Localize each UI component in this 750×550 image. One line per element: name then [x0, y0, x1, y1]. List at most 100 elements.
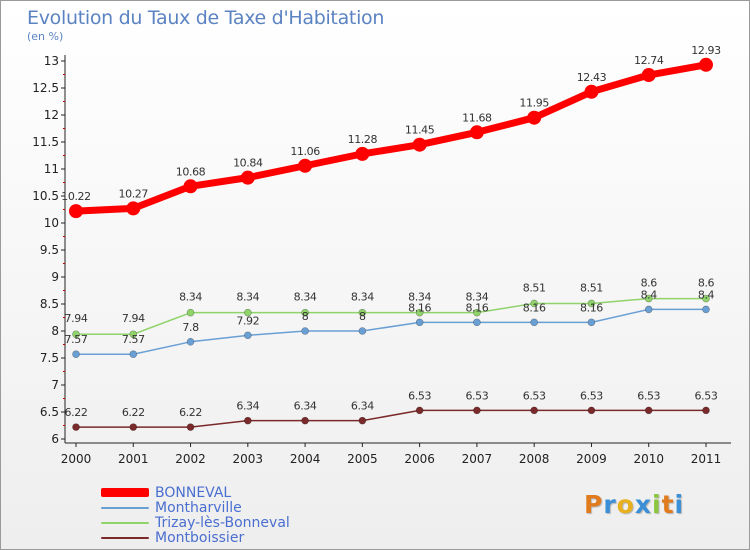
- data-label-1: 7.92: [236, 314, 259, 327]
- data-point-0: [355, 146, 370, 161]
- data-label-0: 12.43: [577, 71, 607, 84]
- data-label-0: 11.45: [405, 124, 435, 137]
- legend-swatch: [101, 506, 149, 509]
- data-point-2: [358, 308, 367, 317]
- logo-letter: t: [661, 490, 675, 519]
- x-tick-label: 2011: [691, 452, 722, 466]
- data-label-3: 6.34: [294, 400, 317, 413]
- data-label-0: 10.84: [233, 157, 263, 170]
- y-tick-label: 11.5: [32, 135, 59, 149]
- data-label-1: 8.16: [465, 301, 488, 314]
- data-point-1: [587, 318, 596, 327]
- data-point-1: [530, 318, 538, 327]
- data-point-1: [473, 318, 481, 327]
- data-point-3: [301, 416, 309, 425]
- x-tick-label: 2003: [233, 452, 264, 466]
- data-label-1: 8: [302, 310, 309, 323]
- data-point-0: [584, 84, 599, 99]
- legend-label: BONNEVAL: [155, 484, 232, 501]
- data-point-1: [644, 305, 653, 314]
- y-tick-label: 8: [51, 324, 59, 338]
- data-point-0: [126, 201, 141, 216]
- data-label-2: 8.51: [523, 281, 546, 294]
- data-label-2: 8.51: [580, 281, 603, 294]
- data-label-3: 6.34: [351, 400, 374, 413]
- legend-swatch: [101, 521, 149, 524]
- data-label-0: 11.06: [290, 145, 320, 158]
- legend-item: Montharville: [101, 499, 290, 516]
- y-tick-label: 11: [44, 162, 59, 176]
- data-label-2: 8.34: [236, 291, 259, 304]
- data-point-2: [244, 308, 252, 317]
- data-point-2: [72, 330, 80, 339]
- data-point-3: [186, 423, 195, 431]
- data-point-0: [69, 204, 83, 219]
- data-label-0: 11.28: [348, 133, 378, 146]
- data-label-1: 7.8: [182, 321, 199, 334]
- series-line-2: [76, 297, 706, 335]
- y-tick-label: 7.5: [40, 351, 59, 365]
- data-point-2: [186, 308, 195, 317]
- data-label-3: 6.34: [236, 400, 259, 413]
- proxiti-logo: Proxiti: [584, 490, 684, 519]
- legend-item: Trizay-lès-Bonneval: [101, 515, 290, 531]
- legend-item: BONNEVAL: [101, 484, 290, 501]
- data-label-0: 12.74: [634, 54, 664, 67]
- data-label-3: 6.53: [408, 389, 431, 402]
- data-point-2: [301, 308, 309, 317]
- data-label-2: 7.94: [122, 312, 145, 325]
- y-tick-label: 12: [44, 108, 59, 122]
- y-tick-label: 8.5: [40, 297, 59, 311]
- data-label-1: 8.16: [408, 301, 431, 314]
- data-label-2: 8.6: [698, 277, 715, 290]
- logo-letter: x: [634, 490, 652, 519]
- data-point-3: [129, 423, 138, 431]
- y-tick-label: 10: [44, 216, 59, 230]
- data-label-1: 8.16: [580, 301, 603, 314]
- data-point-1: [72, 350, 80, 359]
- data-label-2: 8.34: [294, 291, 317, 304]
- data-point-1: [415, 318, 424, 327]
- data-label-0: 10.27: [119, 187, 149, 200]
- data-point-2: [415, 308, 424, 317]
- logo-letter: r: [603, 490, 617, 519]
- x-tick-label: 2000: [61, 452, 92, 466]
- logo-letter: i: [652, 490, 662, 519]
- data-point-1: [301, 327, 309, 335]
- data-point-2: [129, 330, 138, 339]
- legend-swatch: [101, 536, 149, 539]
- data-label-1: 8: [359, 310, 366, 323]
- data-point-3: [244, 416, 252, 425]
- data-point-0: [699, 57, 713, 72]
- legend: BONNEVAL Montharville Trizay-lès-Bonneval M…: [101, 484, 290, 546]
- data-label-1: 8.4: [698, 288, 715, 301]
- data-label-0: 10.22: [61, 190, 91, 203]
- data-label-0: 11.68: [462, 111, 492, 124]
- series-line-1: [76, 308, 706, 355]
- legend-label: Montharville: [155, 499, 242, 516]
- data-point-3: [415, 406, 424, 415]
- data-point-0: [412, 137, 427, 152]
- x-tick-label: 2007: [462, 452, 493, 466]
- data-point-0: [527, 110, 542, 125]
- data-point-0: [183, 179, 198, 194]
- legend-item: Montboissier: [101, 530, 290, 546]
- y-tick-label: 6.5: [40, 405, 59, 419]
- y-tick-label: 10.5: [32, 189, 59, 203]
- data-point-3: [72, 423, 80, 431]
- data-label-1: 8.4: [641, 288, 658, 301]
- legend-swatch: [101, 488, 149, 497]
- y-tick-label: 13: [44, 54, 59, 68]
- data-point-3: [587, 406, 596, 415]
- data-label-2: 8.34: [408, 291, 431, 304]
- series-line-3: [76, 409, 706, 428]
- data-label-1: 7.57: [65, 333, 88, 346]
- data-label-3: 6.53: [695, 389, 718, 402]
- data-label-0: 12.93: [691, 44, 721, 57]
- data-label-2: 8.34: [351, 291, 374, 304]
- data-label-2: 7.94: [65, 312, 88, 325]
- logo-letter: o: [616, 490, 635, 519]
- data-point-0: [298, 158, 313, 173]
